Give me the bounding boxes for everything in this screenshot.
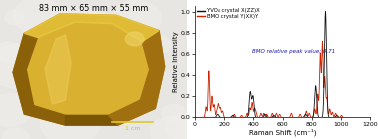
Legend: YVO₄ crystal X(ZZ)X, BMO crystal Y(XX)Y: YVO₄ crystal X(ZZ)X, BMO crystal Y(XX)Y — [196, 8, 260, 20]
Polygon shape — [13, 14, 165, 125]
Circle shape — [53, 14, 118, 62]
Circle shape — [115, 29, 160, 62]
Circle shape — [2, 128, 29, 139]
Polygon shape — [108, 31, 165, 125]
Text: 1 cm: 1 cm — [125, 126, 141, 131]
Circle shape — [14, 0, 62, 34]
Circle shape — [147, 36, 171, 54]
Circle shape — [0, 94, 31, 126]
Circle shape — [81, 10, 111, 32]
Polygon shape — [24, 14, 159, 42]
X-axis label: Raman Shift (cm⁻¹): Raman Shift (cm⁻¹) — [249, 128, 316, 136]
Circle shape — [83, 66, 122, 96]
Circle shape — [166, 113, 202, 139]
Polygon shape — [45, 35, 71, 104]
Polygon shape — [65, 115, 118, 125]
Text: BMO relative peak value: 0.71: BMO relative peak value: 0.71 — [252, 49, 335, 54]
Circle shape — [112, 0, 161, 38]
Y-axis label: Relative Intensity: Relative Intensity — [173, 31, 179, 92]
Circle shape — [161, 104, 186, 122]
Circle shape — [125, 32, 144, 46]
Text: 83 mm × 65 mm × 55 mm: 83 mm × 65 mm × 55 mm — [39, 4, 148, 13]
Circle shape — [5, 10, 24, 25]
Polygon shape — [26, 22, 150, 115]
Circle shape — [0, 44, 50, 89]
Circle shape — [0, 42, 23, 63]
Circle shape — [40, 101, 100, 139]
Polygon shape — [13, 33, 65, 125]
Circle shape — [31, 51, 82, 89]
Circle shape — [150, 116, 194, 139]
Circle shape — [57, 11, 83, 30]
Circle shape — [89, 75, 118, 97]
Circle shape — [53, 7, 104, 45]
